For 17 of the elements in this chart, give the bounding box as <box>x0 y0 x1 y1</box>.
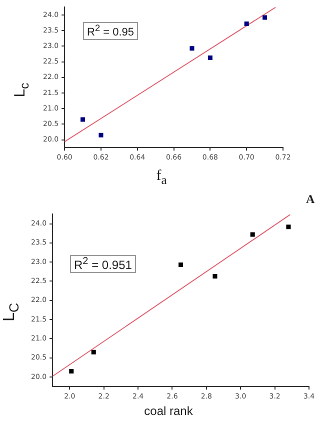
point <box>91 350 96 354</box>
point <box>244 21 249 26</box>
text: A <box>306 192 315 207</box>
point <box>80 117 86 122</box>
point <box>286 224 291 230</box>
annotation: R$^{2}$ = 0.95 <box>83 22 138 40</box>
x-axis-title: coal rank <box>143 404 194 418</box>
point <box>208 55 212 60</box>
point <box>250 232 255 237</box>
point <box>262 15 268 20</box>
point <box>212 274 218 279</box>
point <box>178 262 184 268</box>
annotation: R$^{2}$ = 0.951 <box>70 255 136 273</box>
x-axis-title: f$_{a}$ <box>155 168 168 188</box>
point <box>69 369 74 374</box>
point <box>98 132 104 138</box>
point <box>190 46 194 51</box>
